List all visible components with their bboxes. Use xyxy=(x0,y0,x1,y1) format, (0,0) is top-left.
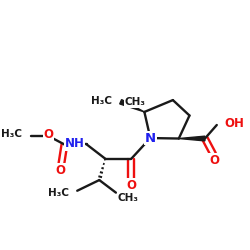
Text: H₃C: H₃C xyxy=(1,130,22,140)
Text: O: O xyxy=(127,178,137,192)
Text: CH₃: CH₃ xyxy=(118,193,139,203)
Text: OH: OH xyxy=(224,117,244,130)
Polygon shape xyxy=(120,100,144,112)
Text: H₃C: H₃C xyxy=(91,96,112,106)
Text: NH: NH xyxy=(64,138,84,150)
Text: O: O xyxy=(209,154,219,166)
Text: H₃C: H₃C xyxy=(48,188,69,198)
Text: CH₃: CH₃ xyxy=(124,98,145,108)
Text: O: O xyxy=(43,128,53,141)
Polygon shape xyxy=(179,136,205,141)
Text: O: O xyxy=(55,164,65,176)
Text: N: N xyxy=(145,132,156,144)
